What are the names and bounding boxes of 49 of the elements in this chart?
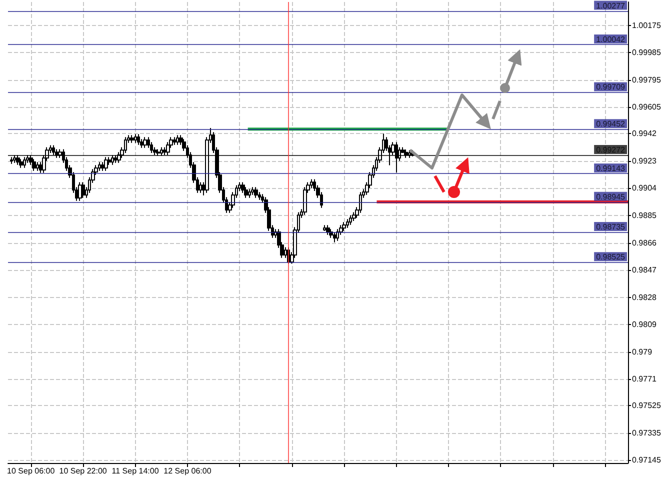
candlestick xyxy=(81,182,85,198)
y-tick-label: 0.9942 xyxy=(632,129,658,138)
candlestick xyxy=(342,222,346,232)
candlestick xyxy=(248,188,251,198)
candlestick xyxy=(349,214,352,226)
candlestick xyxy=(130,134,134,144)
ref-line-label: 0.98945 xyxy=(596,192,626,202)
y-tick-label: 0.99985 xyxy=(632,48,662,58)
y-tick-label: 0.9771 xyxy=(632,374,658,384)
y-tick-label: 0.97145 xyxy=(632,456,662,465)
x-tick-label: 10 Sep 06:00 xyxy=(7,466,56,476)
candlestick xyxy=(251,186,254,196)
y-tick-label: 0.9847 xyxy=(632,266,658,275)
candlestick xyxy=(176,134,179,146)
y-tick-label: 0.9904 xyxy=(632,184,658,193)
ref-line-label: 0.99709 xyxy=(596,82,626,92)
y-tick-label: 0.97525 xyxy=(632,401,662,410)
candlestick xyxy=(98,162,101,172)
candlestick xyxy=(173,136,176,146)
candlestick xyxy=(323,224,326,232)
x-tick-label: 11 Sep 14:00 xyxy=(112,466,160,476)
candlestick xyxy=(346,218,349,228)
ref-line-label: 1.00277 xyxy=(596,1,626,10)
x-tick-label: 10 Sep 22:00 xyxy=(59,466,108,476)
ref-line-label: 0.99143 xyxy=(596,164,626,173)
candlestick xyxy=(19,158,23,168)
y-tick-label: 1.00175 xyxy=(632,20,662,30)
candlestick xyxy=(134,134,137,144)
ref-line-label: 1.00042 xyxy=(596,34,626,44)
y-tick-label: 0.9828 xyxy=(632,292,658,302)
y-tick-label: 0.99795 xyxy=(632,75,662,84)
y-tick-label: 0.9809 xyxy=(632,320,658,330)
y-tick-label: 0.9923 xyxy=(632,156,658,166)
candlestick xyxy=(143,136,147,148)
y-tick-label: 0.9885 xyxy=(632,211,658,220)
y-tick-label: 0.979 xyxy=(632,347,653,356)
ref-line-label: 0.98735 xyxy=(596,222,626,232)
candlestick xyxy=(333,232,336,243)
ref-line-label: 0.98525 xyxy=(596,252,626,262)
y-tick-label: 0.99605 xyxy=(632,102,662,112)
candlestick xyxy=(326,224,330,236)
candlestick xyxy=(254,186,258,198)
x-tick-label: 12 Sep 06:00 xyxy=(164,466,212,476)
candlestick xyxy=(32,158,36,172)
y-tick-label: 0.9866 xyxy=(632,238,658,248)
y-tick-label: 0.97335 xyxy=(632,428,662,438)
candlestick xyxy=(36,162,39,172)
candlestick xyxy=(137,134,140,146)
ref-line-label: 0.99452 xyxy=(596,120,626,129)
